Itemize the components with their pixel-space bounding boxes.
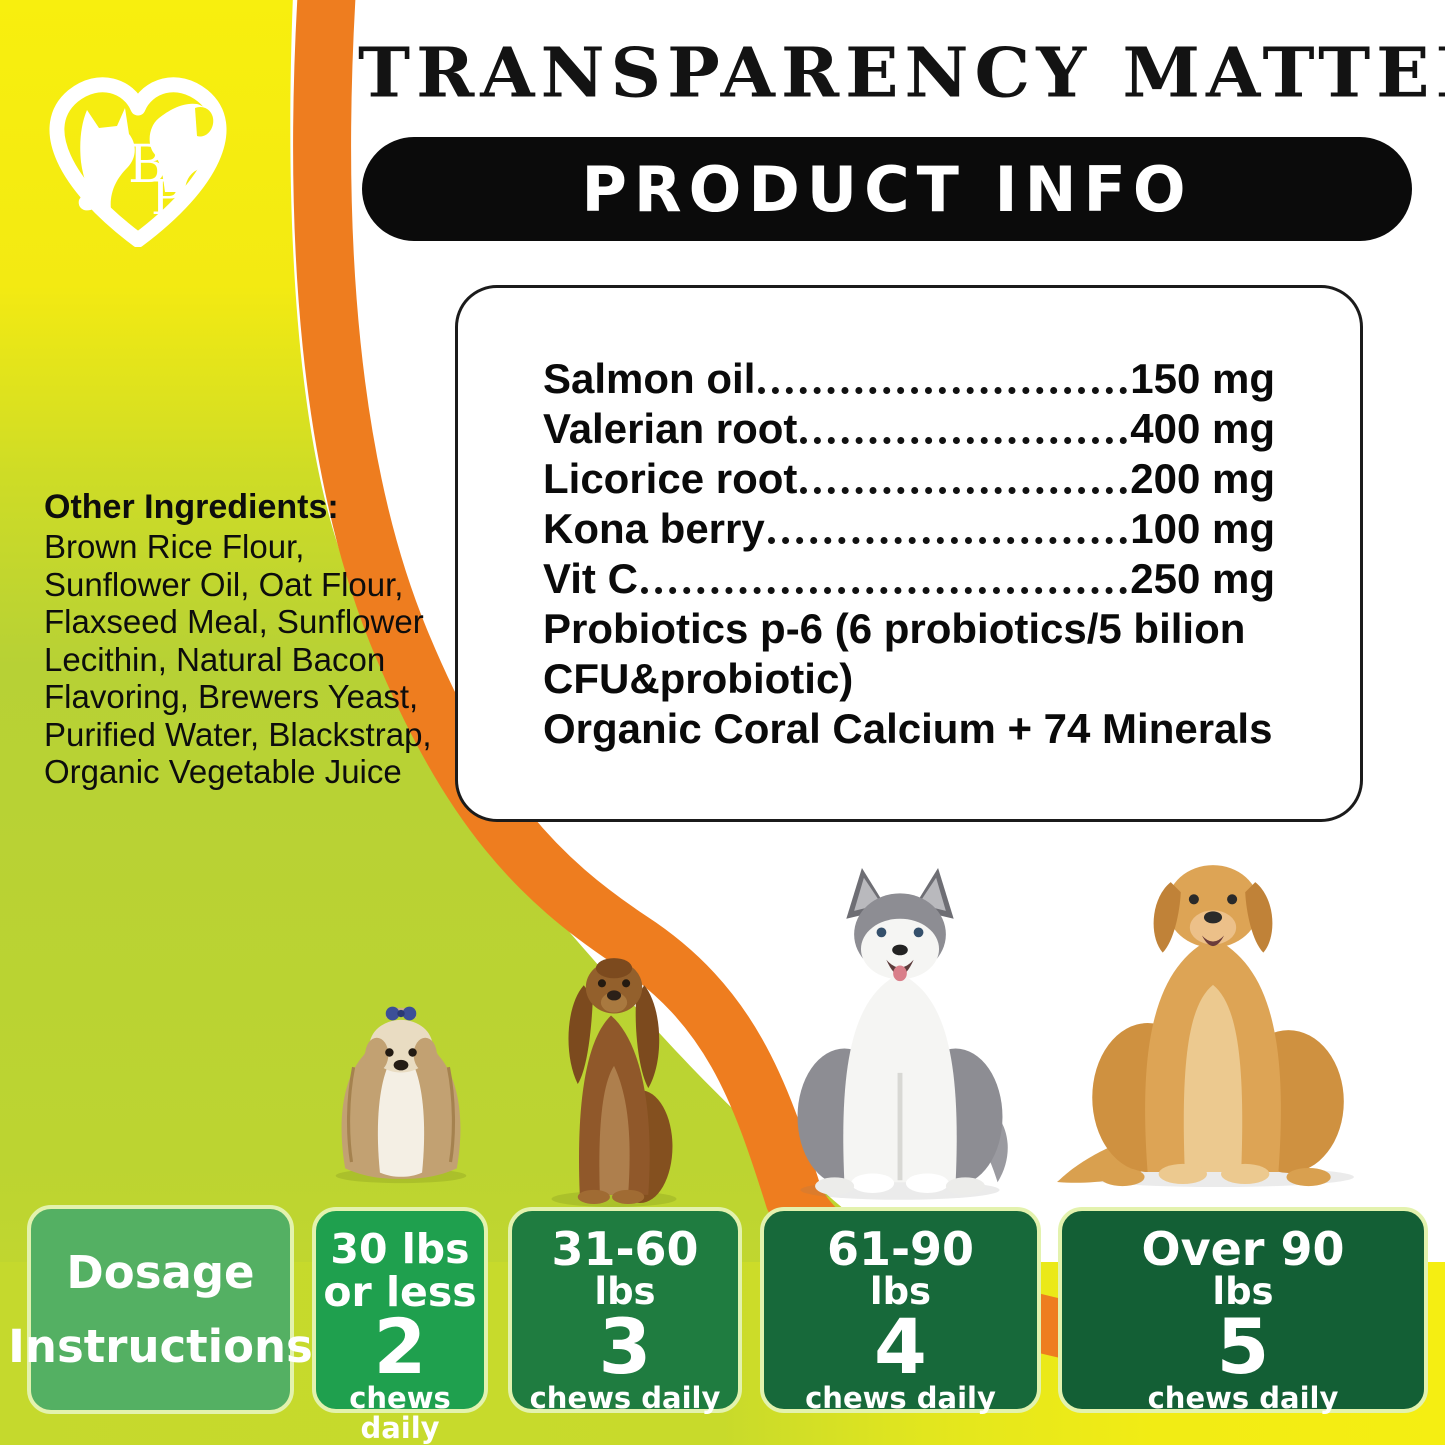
heart-icon bbox=[49, 77, 227, 247]
chew-unit: chews daily bbox=[1147, 1381, 1339, 1415]
cocker-spaniel-illustration bbox=[551, 958, 677, 1207]
supplement-facts-box: Salmon oil 150 mg Valerian root 400 mg L… bbox=[455, 285, 1363, 822]
dosage-card-31-60lbs: 31-60 lbs 3 chews daily bbox=[508, 1207, 742, 1413]
other-ingredients-line: Brown Rice Flour, bbox=[44, 528, 305, 565]
fact-name: Licorice root bbox=[543, 455, 798, 502]
chew-count: 4 bbox=[874, 1302, 927, 1391]
logo-letter-p: P bbox=[151, 170, 183, 226]
husky-illustration bbox=[797, 867, 1008, 1200]
weight-range: lbs bbox=[1212, 1270, 1274, 1313]
chew-unit: chews daily bbox=[529, 1381, 721, 1415]
fact-name: Kona berry bbox=[543, 505, 765, 552]
weight-range: 61-90 bbox=[826, 1222, 975, 1276]
chew-unit: chews daily bbox=[349, 1381, 451, 1445]
other-ingredients: Other Ingredients: Brown Rice Flour, Sun… bbox=[44, 488, 474, 791]
product-info-banner-label: PRODUCT INFO bbox=[581, 152, 1193, 226]
fact-extra-line: Organic Coral Calcium + 74 Minerals bbox=[543, 705, 1273, 752]
dosage-label-line: Instructions bbox=[8, 1319, 313, 1373]
weight-range: or less bbox=[323, 1268, 477, 1316]
yellow-green-blob bbox=[0, 0, 1028, 1445]
weight-range: Over 90 bbox=[1141, 1222, 1345, 1276]
fact-amount: 200 mg bbox=[1130, 455, 1275, 502]
fact-amount: 100 mg bbox=[1130, 505, 1275, 552]
other-ingredients-heading: Other Ingredients: bbox=[44, 488, 339, 526]
shih-tzu-illustration bbox=[335, 1006, 467, 1184]
weight-range: 30 lbs bbox=[330, 1225, 470, 1273]
chew-count: 2 bbox=[373, 1302, 427, 1391]
chew-unit: chews daily bbox=[805, 1381, 996, 1415]
dot-leader bbox=[640, 587, 1128, 594]
page-title: TRANSPARENCY MATTERS bbox=[358, 31, 1445, 114]
other-ingredients-line: Lecithin, Natural Bacon bbox=[44, 640, 386, 678]
chew-count: 3 bbox=[598, 1302, 652, 1391]
chew-count: 5 bbox=[1216, 1302, 1270, 1391]
fact-row: Salmon oil 150 mg bbox=[543, 354, 1275, 404]
brand-logo: B P bbox=[49, 77, 227, 247]
fact-extra-line: CFU&probiotic) bbox=[543, 655, 854, 702]
fact-row: Kona berry 100 mg bbox=[543, 504, 1275, 554]
fact-amount: 150 mg bbox=[1130, 355, 1275, 402]
dosage-card-61-90lbs: 61-90 lbs 4 chews daily bbox=[760, 1207, 1041, 1413]
fact-name: Vit C bbox=[543, 555, 638, 602]
fact-row: Valerian root 400 mg bbox=[543, 404, 1275, 454]
dosage-instructions-card: Dosage Instructions bbox=[8, 1205, 313, 1414]
dosage-card-over90lbs: Over 90 lbs 5 chews daily bbox=[1058, 1207, 1428, 1413]
golden-retriever-illustration bbox=[1057, 865, 1354, 1187]
weight-range: lbs bbox=[594, 1270, 656, 1313]
fact-row: Vit C 250 mg bbox=[543, 554, 1275, 604]
other-ingredients-line: Flaxseed Meal, Sunflower bbox=[44, 603, 424, 640]
dosage-card-30lbs: 30 lbs or less 2 chews daily bbox=[312, 1207, 488, 1443]
dot-leader bbox=[800, 437, 1128, 444]
fact-name: Salmon oil bbox=[543, 355, 756, 402]
other-ingredients-line: Sunflower Oil, Oat Flour, bbox=[44, 565, 404, 603]
dosage-label-line: Dosage bbox=[66, 1245, 255, 1299]
cat-icon bbox=[78, 108, 135, 211]
dot-leader bbox=[758, 387, 1128, 394]
other-ingredients-line: Organic Vegetable Juice bbox=[44, 753, 402, 790]
fact-amount: 400 mg bbox=[1130, 405, 1275, 452]
weight-range: lbs bbox=[869, 1270, 932, 1313]
other-ingredients-line: Purified Water, Blackstrap, bbox=[44, 715, 432, 753]
logo-letter-b: B bbox=[128, 135, 166, 195]
fact-extra-line: Probiotics p-6 (6 probiotics/5 bilion bbox=[543, 605, 1246, 652]
dot-leader bbox=[767, 537, 1128, 544]
product-info-banner: PRODUCT INFO bbox=[362, 137, 1412, 241]
fact-amount: 250 mg bbox=[1130, 555, 1275, 602]
fact-row: Licorice root 200 mg bbox=[543, 454, 1275, 504]
other-ingredients-line: Flavoring, Brewers Yeast, bbox=[44, 678, 419, 715]
dot-leader bbox=[800, 487, 1128, 494]
weight-range: 31-60 bbox=[551, 1222, 699, 1276]
dog-icon bbox=[149, 103, 218, 192]
fact-name: Valerian root bbox=[543, 405, 798, 452]
